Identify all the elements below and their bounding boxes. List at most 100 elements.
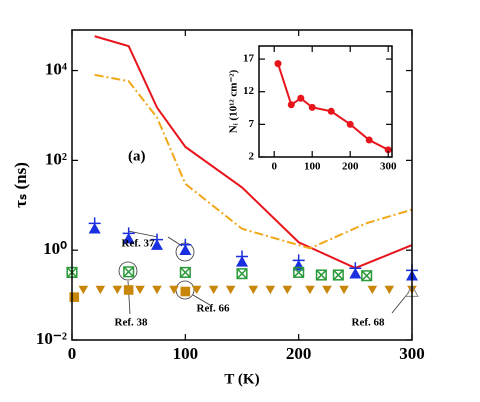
marker-plus [292, 254, 305, 265]
marker [169, 285, 179, 295]
marker-x [316, 269, 327, 281]
marker [293, 266, 305, 278]
marker [308, 103, 316, 111]
marker [361, 270, 373, 282]
marker-shape [151, 239, 163, 250]
marker-shape [236, 255, 248, 267]
plot-frame [71, 29, 413, 341]
annotation: Ref. 68 [352, 317, 385, 329]
marker-x [236, 268, 248, 279]
annotation: (a) [128, 148, 146, 164]
arrow [127, 230, 159, 238]
marker [332, 269, 344, 281]
marker-shape [293, 266, 305, 278]
annotation: Ref. 37 [122, 238, 155, 250]
plot-frame [258, 45, 393, 158]
marker [274, 60, 282, 68]
marker [384, 146, 392, 154]
marker-shape [332, 269, 344, 281]
annotation: Ref. 38 [115, 317, 148, 329]
x-tick-label: 100 [173, 344, 199, 363]
marker-plus [179, 238, 192, 249]
marker [282, 285, 293, 295]
marker [179, 238, 192, 255]
marker [78, 285, 89, 295]
marker-plus [122, 227, 135, 238]
arrow [192, 294, 211, 306]
marker-shape [123, 266, 135, 278]
highlight-circle [118, 261, 138, 281]
marker [208, 285, 219, 295]
y-tick-label: 10⁰ [43, 239, 67, 258]
marker [315, 269, 327, 281]
x-axis-label: T (K) [224, 371, 259, 387]
marker [88, 217, 101, 234]
marker [305, 285, 315, 295]
marker-shape [315, 269, 327, 281]
x-tick-label: 100 [304, 160, 321, 172]
marker [123, 266, 135, 278]
marker-shape [179, 244, 192, 255]
marker [151, 233, 163, 250]
series-line [94, 35, 413, 270]
marker [180, 286, 191, 297]
marker [287, 101, 295, 109]
x-tick-label: 300 [399, 344, 425, 363]
marker [69, 292, 80, 302]
x-tick-label: 300 [380, 160, 397, 172]
x-tick-label: 0 [68, 344, 77, 363]
marker-shape [361, 270, 373, 282]
marker [191, 285, 202, 295]
marker-shape [236, 268, 248, 280]
marker [384, 285, 395, 295]
marker [122, 227, 135, 244]
marker [367, 285, 378, 295]
marker [95, 285, 106, 295]
marker [152, 285, 162, 295]
marker-shape [349, 267, 362, 279]
marker-plus [236, 250, 248, 261]
x-tick-label: 0 [271, 160, 277, 172]
marker-x [361, 270, 372, 282]
annotation: Ref. 66 [197, 303, 230, 315]
y-tick-label: 10² [45, 149, 67, 168]
marker-x [180, 267, 191, 278]
marker-plus [151, 233, 163, 244]
marker [339, 285, 349, 295]
y-tick-label: 12 [243, 85, 255, 97]
marker [346, 120, 354, 128]
marker [236, 250, 248, 267]
y-axis-label: τₛ (ns) [11, 162, 30, 208]
y-tick-label: 2 [249, 151, 255, 163]
y-axis-label: Nᵢ (10¹² cm⁻²) [228, 69, 240, 133]
x-tick-label: 200 [286, 344, 312, 363]
marker [265, 285, 276, 295]
callouts [118, 230, 410, 315]
x-tick-label: 200 [342, 160, 359, 172]
y-tick-label: 17 [243, 53, 255, 65]
marker [236, 268, 248, 280]
y-tick-label: 10⁻² [36, 329, 67, 348]
marker [349, 262, 362, 279]
marker [179, 266, 191, 278]
marker [365, 136, 373, 144]
marker [248, 285, 259, 295]
marker [112, 285, 123, 295]
marker [322, 285, 332, 295]
marker-x [123, 266, 134, 278]
marker-shape [88, 222, 101, 234]
marker [327, 107, 335, 115]
marker [297, 94, 305, 102]
marker-shape [122, 232, 135, 244]
y-tick-label: 10⁴ [45, 59, 67, 78]
marker [123, 285, 134, 295]
marker-x [333, 269, 344, 281]
marker [135, 285, 145, 295]
y-tick-label: 7 [249, 118, 255, 130]
marker [225, 285, 236, 295]
series-line [94, 73, 413, 250]
marker-shape [179, 266, 191, 278]
marker-plus [88, 217, 101, 228]
marker-x [293, 267, 304, 278]
